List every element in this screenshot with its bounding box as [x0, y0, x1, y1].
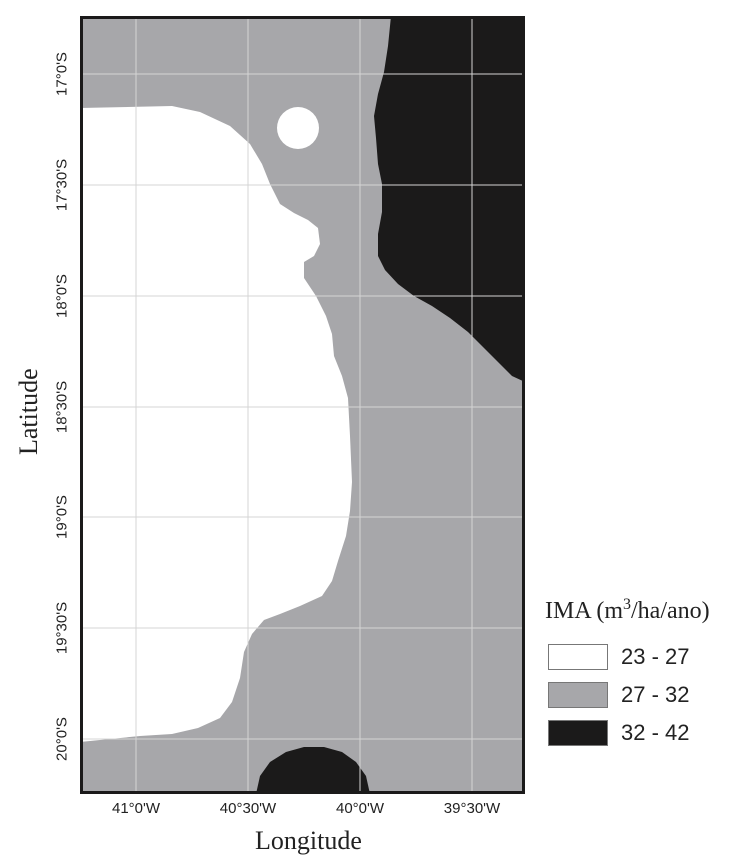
map-gridlines — [80, 16, 525, 794]
y-tick-label: 17°0'S — [53, 52, 71, 96]
map-panel — [80, 16, 525, 794]
legend-swatch — [548, 682, 608, 708]
zone-32-42-northeast — [374, 16, 525, 382]
y-tick-label: 18°30'S — [53, 380, 71, 434]
x-axis-title: Longitude — [255, 826, 362, 855]
y-tick-label: 20°0'S — [53, 717, 71, 761]
y-axis-title: Latitude — [14, 368, 43, 455]
y-tick-label: 18°0'S — [53, 274, 71, 318]
legend-label: 32 - 42 — [621, 720, 690, 745]
legend-label: 23 - 27 — [621, 644, 690, 669]
y-tick-label: 17°30'S — [53, 158, 71, 212]
zone-23-27-west — [80, 106, 352, 742]
x-tick-label: 40°0'W — [335, 800, 385, 817]
legend-swatch — [548, 720, 608, 746]
zone-23-27-islet — [277, 107, 319, 149]
x-tick-label: 41°0'W — [111, 800, 161, 817]
legend-label: 27 - 32 — [621, 682, 690, 707]
legend-title: IMA (m3/ha/ano) — [545, 596, 710, 624]
legend-swatch — [548, 644, 608, 670]
map-frame-border — [80, 16, 525, 794]
y-tick-label: 19°0'S — [53, 495, 71, 539]
y-tick-label: 19°30'S — [53, 601, 71, 655]
zone-32-42-south — [256, 747, 370, 794]
x-tick-label: 39°30'W — [443, 800, 501, 817]
legend: IMA (m3/ha/ano) 23 - 27 27 - 32 32 - 42 — [545, 596, 745, 746]
x-tick-label: 40°30'W — [219, 800, 277, 817]
